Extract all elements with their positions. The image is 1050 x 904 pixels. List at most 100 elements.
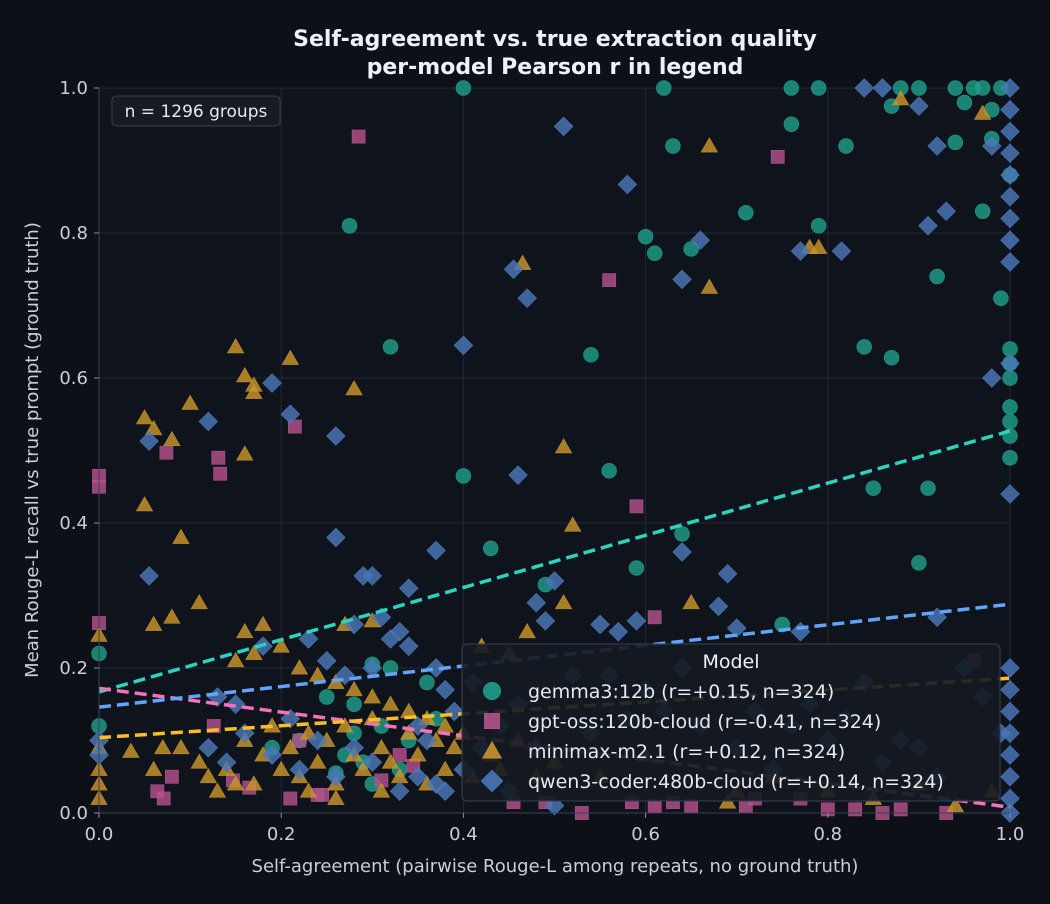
data-point: [326, 766, 346, 787]
data-point: [628, 560, 645, 576]
data-point: [1000, 143, 1020, 164]
data-point: [453, 335, 474, 356]
data-point: [973, 104, 992, 120]
y-axis-label: Mean Rouge-L recall vs true prompt (grou…: [22, 222, 43, 678]
data-point: [163, 430, 181, 447]
data-point: [1002, 413, 1018, 430]
data-point: [672, 269, 692, 290]
data-point: [602, 273, 617, 288]
data-point: [1002, 450, 1018, 466]
data-point: [883, 349, 900, 366]
x-tick-label: 0.0: [85, 824, 114, 845]
data-point: [981, 136, 1002, 156]
data-point: [426, 540, 446, 561]
data-point: [918, 215, 938, 236]
data-point: [700, 137, 719, 153]
data-point: [409, 746, 427, 762]
data-point: [1000, 121, 1020, 142]
data-point: [371, 607, 392, 628]
data-point: [236, 622, 254, 639]
data-point: [1000, 99, 1020, 120]
data-point: [392, 748, 407, 762]
data-point: [444, 701, 465, 722]
legend-label: qwen3-coder:480b-cloud (r=+0.14, n=324): [528, 771, 944, 793]
x-tick-label: 0.6: [631, 824, 660, 845]
data-point: [1000, 701, 1020, 722]
data-point: [245, 644, 263, 660]
data-point: [226, 651, 245, 668]
data-point: [319, 689, 335, 705]
data-point: [139, 431, 159, 451]
data-point: [307, 730, 328, 751]
data-point: [346, 696, 362, 712]
chart-title: Self-agreement vs. true extraction quali…: [293, 27, 817, 52]
data-point: [144, 760, 163, 776]
data-point: [544, 571, 565, 591]
data-point: [226, 338, 245, 354]
y-tick-label: 0.6: [59, 368, 88, 389]
data-point: [362, 752, 383, 773]
data-point: [831, 241, 852, 261]
data-point: [810, 218, 827, 234]
data-point: [708, 596, 729, 617]
data-point: [226, 775, 245, 791]
data-point: [1000, 658, 1020, 678]
data-point: [208, 782, 227, 798]
data-point: [601, 463, 617, 479]
data-point: [190, 753, 208, 769]
data-point: [144, 615, 163, 631]
data-point: [865, 480, 882, 496]
data-point: [326, 527, 346, 548]
data-point: [646, 245, 663, 262]
data-point: [838, 138, 854, 154]
data-point: [647, 610, 662, 625]
data-point: [790, 241, 811, 261]
data-point: [911, 80, 927, 96]
data-point: [526, 592, 547, 613]
data-point: [316, 650, 337, 671]
data-point: [245, 775, 263, 791]
data-point: [341, 218, 358, 234]
data-point: [281, 738, 299, 755]
data-point: [272, 637, 290, 653]
axis-ticks: 0.0 0.2 0.4 0.6 0.8 1.0 0.0 0.2 0.4 0.6 0.8 1.0: [59, 78, 1024, 845]
data-point: [1000, 165, 1020, 185]
data-point: [262, 373, 282, 393]
data-point: [327, 789, 345, 805]
data-point: [554, 438, 573, 454]
data-point: [308, 753, 327, 769]
data-point: [198, 737, 219, 758]
data-point: [911, 555, 927, 571]
data-point: [946, 796, 965, 813]
n-groups-annotation: n = 1296 groups: [111, 95, 281, 127]
data-point: [135, 409, 154, 425]
data-point: [1000, 745, 1020, 765]
y-tick-label: 0.4: [59, 513, 88, 534]
data-point: [336, 717, 354, 733]
data-point: [1000, 252, 1020, 272]
data-point: [272, 760, 290, 776]
data-point: [408, 766, 428, 787]
data-point: [419, 674, 435, 691]
data-point: [1002, 399, 1018, 415]
data-point: [810, 80, 827, 96]
data-point: [172, 528, 190, 544]
data-point: [139, 566, 159, 586]
legend-marker: [483, 682, 501, 700]
data-point: [590, 614, 610, 635]
data-point: [345, 680, 363, 697]
data-point: [144, 419, 163, 436]
y-tick-label: 0.8: [59, 223, 88, 244]
data-point: [508, 465, 528, 485]
data-point: [554, 593, 573, 610]
data-point: [700, 278, 719, 294]
data-point: [1000, 186, 1020, 207]
data-point: [683, 241, 699, 257]
data-point: [381, 753, 400, 769]
annotation-text: n = 1296 groups: [125, 102, 268, 122]
data-point: [1000, 353, 1020, 374]
data-point: [455, 468, 472, 484]
data-point: [154, 738, 172, 755]
data-point: [172, 738, 190, 755]
data-point: [198, 411, 219, 432]
